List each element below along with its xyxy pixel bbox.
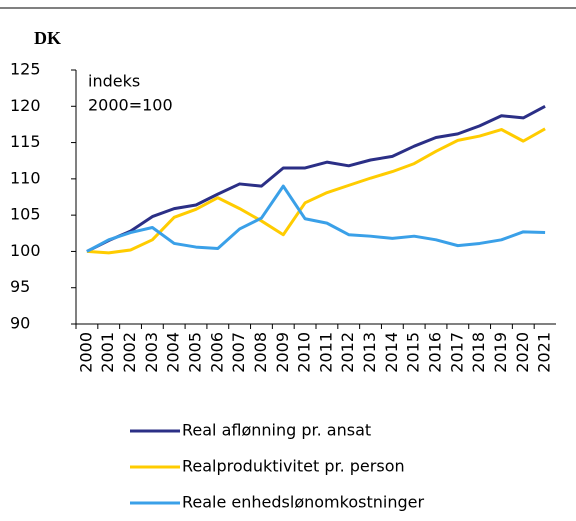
series-line (86, 104, 546, 253)
y-tick-label: 100 (10, 241, 41, 260)
annotation: 2000=100 (88, 96, 173, 115)
y-tick-label: 90 (10, 314, 30, 333)
series-line (86, 184, 546, 253)
x-tick-label: 2001 (98, 332, 117, 373)
x-tick-label: 2003 (142, 332, 161, 373)
x-tick-label: 2010 (295, 332, 314, 373)
x-tick-label: 2000 (76, 332, 95, 373)
x-tick-label: 2002 (120, 332, 139, 373)
legend-label: Reale enhedslønomkostninger (182, 493, 424, 512)
legend-label: Realproduktivitet pr. person (182, 457, 405, 476)
y-tick-label: 105 (10, 205, 41, 224)
x-tick-label: 2008 (251, 332, 270, 373)
series-line (86, 127, 546, 255)
legend-label: Real aflønning pr. ansat (182, 421, 371, 440)
x-tick-label: 2019 (491, 332, 510, 373)
x-tick-label: 2011 (316, 332, 335, 373)
y-tick-label: 95 (10, 277, 30, 296)
x-tick-label: 2020 (513, 332, 532, 373)
y-tick-label: 125 (10, 60, 41, 79)
x-tick-label: 2014 (382, 332, 401, 373)
x-tick-label: 2021 (535, 332, 554, 373)
x-tick-label: 2004 (164, 332, 183, 373)
y-tick-label: 110 (10, 168, 41, 187)
x-tick-label: 2012 (338, 332, 357, 373)
y-unit-label: DK (34, 28, 61, 48)
x-tick-label: 2009 (273, 332, 292, 373)
x-tick-label: 2016 (426, 332, 445, 373)
x-tick-label: 2006 (207, 332, 226, 373)
annotation: indeks (88, 72, 140, 91)
x-tick-label: 2005 (186, 332, 205, 373)
y-tick-label: 115 (10, 132, 41, 151)
x-tick-label: 2015 (404, 332, 423, 373)
y-tick-label: 120 (10, 96, 41, 115)
x-tick-label: 2018 (469, 332, 488, 373)
x-tick-label: 2013 (360, 332, 379, 373)
x-tick-label: 2017 (447, 332, 466, 373)
x-tick-label: 2007 (229, 332, 248, 373)
